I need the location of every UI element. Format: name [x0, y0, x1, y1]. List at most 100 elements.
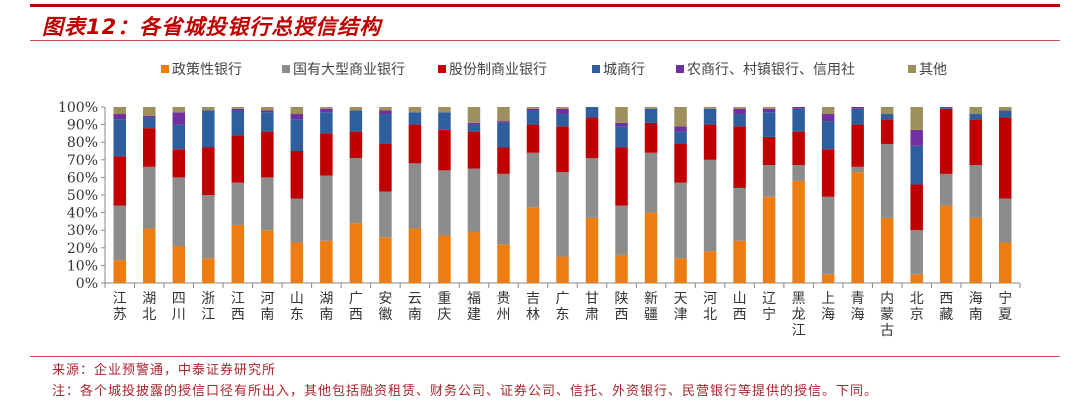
bar-segment	[231, 107, 245, 109]
bar-segment	[556, 126, 569, 173]
bar-segment	[526, 152, 540, 208]
bar-segment	[910, 107, 923, 130]
bar-segment	[379, 110, 392, 115]
bar-segment	[408, 163, 422, 229]
x-category-label: 江西	[231, 291, 245, 323]
bar-segment	[644, 107, 658, 109]
bar-segment	[261, 177, 274, 231]
legend-label: 股份制商业银行	[449, 62, 547, 78]
bar-segment	[556, 114, 569, 127]
bar-segment	[910, 129, 923, 146]
bar-segment	[143, 128, 156, 167]
bar-segment	[910, 145, 923, 185]
bar-segment	[172, 246, 186, 283]
bar-segment	[349, 110, 363, 132]
bar-segment	[379, 107, 392, 111]
bar-segment	[821, 274, 835, 283]
bar-segment	[438, 112, 451, 130]
x-category-label: 宁夏	[998, 290, 1012, 323]
stacked-bar-chart: 政策性银行 国有大型商业银行 股份制商业银行 城商行 农商行、村镇银行、信用社 其他 0% 1…	[58, 61, 1021, 339]
x-category-label: 贵州	[496, 291, 510, 323]
legend-swatch	[161, 65, 169, 73]
bar-segment	[615, 254, 628, 283]
x-category-label: 广西	[349, 291, 363, 323]
bar-segment	[644, 122, 658, 153]
bar-segment	[320, 175, 333, 241]
bar-segment	[497, 244, 510, 283]
bar-segment	[467, 168, 481, 232]
bar-segment	[969, 119, 982, 166]
bar-segment	[172, 124, 186, 150]
bar-segment	[762, 165, 776, 197]
bar-segment	[467, 122, 481, 125]
bar-segment	[231, 224, 245, 283]
x-category-label: 山东	[290, 291, 304, 323]
bar-segment	[408, 228, 422, 283]
y-tick-label: 0%	[76, 276, 98, 292]
x-category-label: 甘肃	[585, 291, 599, 323]
bar-segment	[497, 147, 510, 174]
bar-segment	[438, 235, 451, 283]
bar-segment	[733, 107, 746, 109]
bar-segment	[703, 251, 717, 283]
bar-segment	[526, 207, 540, 283]
bar-segment	[497, 122, 510, 148]
x-category-label: 广东	[556, 291, 570, 323]
bar-segment	[408, 107, 422, 113]
x-category-label: 福建	[467, 291, 481, 323]
bar-segment	[290, 119, 304, 151]
bar-segment	[231, 108, 245, 111]
bar-segment	[703, 107, 717, 109]
bar-segment	[792, 165, 805, 181]
bar-segment	[438, 170, 451, 236]
legend-swatch	[676, 65, 684, 73]
bar-segment	[615, 107, 628, 123]
bar-segment	[408, 124, 422, 164]
y-tick-label: 100%	[58, 100, 98, 116]
x-category-label: 云南	[408, 291, 422, 323]
bar-segment	[733, 108, 746, 115]
bar-segment	[910, 230, 923, 275]
bar-segment	[497, 121, 510, 123]
bar-segment	[762, 136, 776, 166]
y-tick-label: 60%	[67, 170, 98, 186]
bar-segment	[349, 131, 363, 159]
bar-segment	[320, 107, 333, 109]
bar-segment	[320, 240, 333, 283]
bar-segment	[969, 165, 982, 218]
bar-segment	[202, 147, 215, 195]
y-tick-label: 40%	[67, 206, 98, 222]
bar-segment	[644, 212, 658, 283]
bar-segment	[556, 256, 569, 283]
legend-swatch	[282, 65, 290, 73]
bar-segment	[792, 131, 805, 166]
bar-segment	[556, 108, 569, 115]
bar-segment	[821, 149, 835, 197]
bar-segment	[733, 126, 746, 188]
bar-segment	[113, 119, 127, 157]
bar-segment	[969, 114, 982, 120]
bar-segment	[143, 107, 156, 116]
x-category-label: 辽宁	[762, 291, 776, 323]
bar-segment	[526, 107, 540, 109]
x-category-label: 新疆	[644, 291, 658, 323]
bar-segment	[615, 126, 628, 148]
bar-segment	[674, 131, 687, 144]
x-category-label: 河南	[260, 291, 274, 323]
y-tick-label: 90%	[67, 118, 98, 134]
legend-swatch	[592, 65, 600, 73]
bar-segment	[290, 198, 304, 243]
bar-segment	[202, 110, 215, 148]
bar-segment	[143, 117, 156, 129]
bar-segment	[143, 115, 156, 118]
bar-segment	[290, 242, 304, 283]
bar-segment	[320, 108, 333, 113]
bar-segment	[261, 110, 274, 113]
bar-segment	[172, 177, 186, 247]
bar-segment	[998, 242, 1012, 283]
bar-segment	[320, 112, 333, 134]
bar-segment	[290, 107, 304, 115]
bar-segment	[615, 122, 628, 127]
y-tick-label: 10%	[67, 258, 98, 274]
x-category-label: 海南	[969, 291, 983, 323]
